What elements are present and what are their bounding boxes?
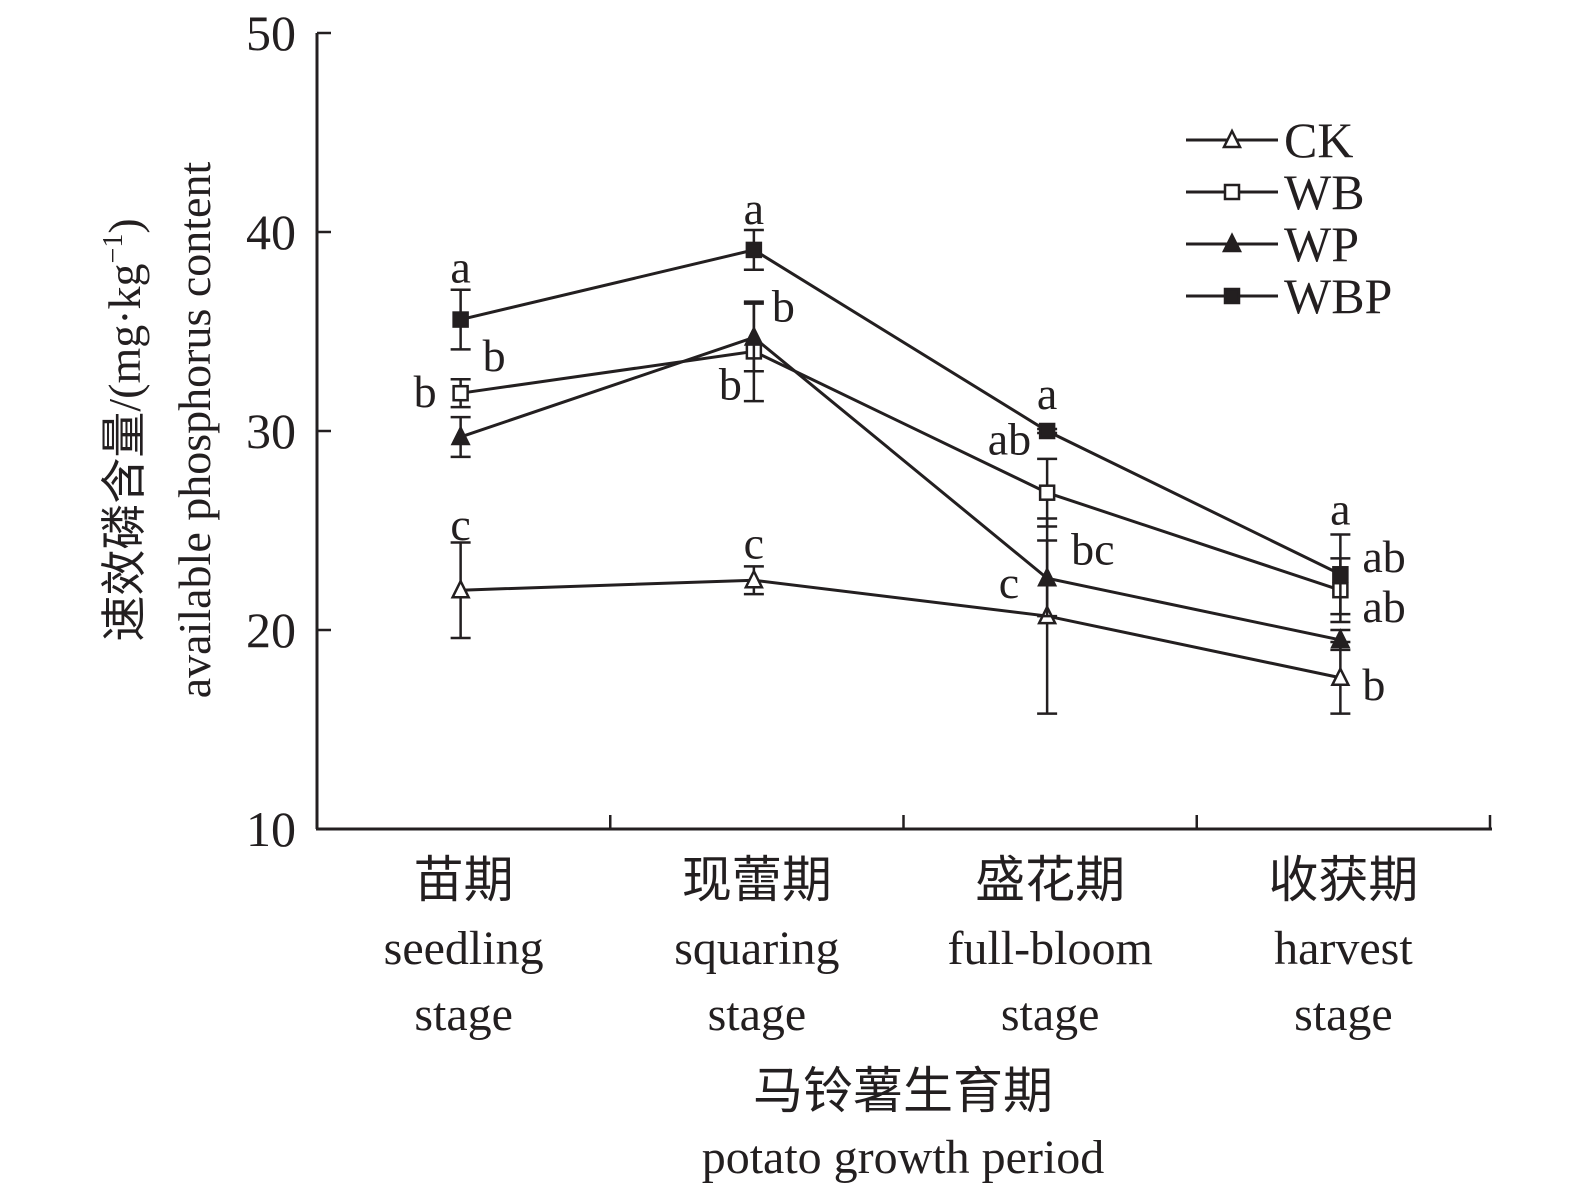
y-axis-label-close: ) [99,218,150,233]
significance-letter: c [450,499,470,550]
data-point [743,568,764,589]
x-category-label-en-stage: stage [1001,988,1100,1041]
significance-letter: ab [1362,531,1405,582]
y-tick-label: 50 [246,5,296,61]
legend-item-ck: CK [1186,112,1353,168]
data-point [452,384,469,402]
y-axis-label-cn: 速效磷含量/(mg·kg−1) [98,218,150,641]
y-tick-label: 30 [246,403,296,459]
x-category-label-en: squaring [674,922,839,975]
data-point [745,241,763,259]
data-point [452,311,469,328]
x-category-label-cn: 苗期 [414,852,514,908]
x-axis-label-cn: 马铃薯生育期 [753,1063,1053,1119]
data-point [1330,665,1351,687]
x-category-label-en-stage: stage [1294,988,1393,1041]
y-tick-label: 20 [246,602,296,658]
significance-letter: c [999,557,1019,608]
x-category-label-cn: 盛花期 [975,852,1125,908]
series-line [460,248,1342,576]
series-line [460,349,1341,592]
significance-letter: b [719,358,742,409]
x-axis-label-en: potato growth period [702,1131,1105,1184]
significance-letter: a [450,242,470,293]
x-category-label-en: seedling [384,922,544,975]
x-category-label-en-stage: stage [414,988,513,1041]
data-point [1038,484,1056,501]
significance-letter: bc [1071,523,1114,574]
x-category-label-en: full-bloom [947,922,1152,975]
data-point [1037,566,1058,587]
legend-item-wb: WB [1186,164,1365,220]
data-point [1330,628,1351,649]
significance-letter: a [744,183,764,234]
series-ck: c c c b [450,499,1385,715]
y-tick-label: 10 [246,801,296,857]
legend-marker [1223,183,1241,201]
significance-letter: b [483,330,506,381]
y-axis-label-en: available phosphorus content [169,162,220,699]
y-axis-label-sup: −1 [98,234,129,264]
series-line [460,335,1341,642]
x-category-label-en-stage: stage [708,988,807,1041]
legend-marker [1221,128,1243,149]
data-point [450,578,471,599]
legend-label: WP [1284,216,1359,272]
significance-letter: b [1362,659,1385,710]
significance-letter: a [1037,368,1057,419]
significance-letter: a [1330,483,1350,534]
legend-label: WBP [1284,268,1392,324]
legend-marker [1221,232,1243,253]
data-point [743,325,764,346]
x-category-label-en: harvest [1274,922,1413,975]
legend-item-wp: WP [1186,216,1359,272]
data-point [1038,422,1056,440]
legend-marker [1223,287,1241,305]
series-line [460,578,1341,680]
data-point [1332,566,1349,583]
y-tick-label: 40 [246,204,296,260]
significance-letter: b [772,280,795,331]
y-axis-label-cn-main: 速效磷含量/(mg·kg [99,263,150,641]
series-wbp: a a a a [450,183,1351,616]
x-category-label-cn: 收获期 [1268,852,1418,908]
significance-letter: c [744,517,764,568]
legend-item-wbp: WBP [1186,268,1392,324]
x-category-label-cn: 现蕾期 [682,852,832,908]
significance-letter: ab [1362,581,1405,632]
significance-letter: b [414,366,437,417]
significance-letter: ab [988,414,1031,465]
legend-label: CK [1284,112,1353,168]
legend-label: WB [1284,164,1365,220]
data-point [450,425,471,446]
